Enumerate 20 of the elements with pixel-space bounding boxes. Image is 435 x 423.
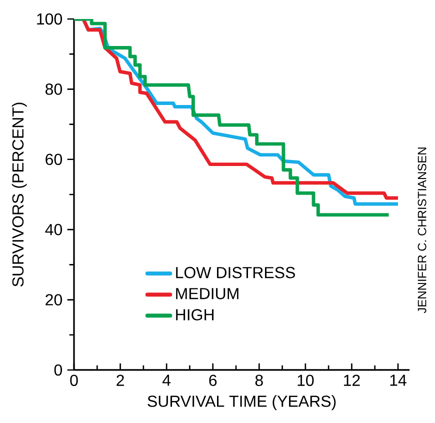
y-tick-label: 100: [37, 13, 62, 25]
x-tick-label: 0: [70, 374, 78, 386]
y-tick-label: 20: [46, 294, 62, 306]
y-tick-label: 0: [54, 364, 62, 376]
x-tick-label: 10: [298, 374, 314, 386]
x-tick-label: 14: [390, 374, 406, 386]
x-tick-label: 2: [116, 374, 124, 386]
y-axis-title: SURVIVORS (PERCENT): [12, 102, 27, 287]
y-tick-label: 60: [46, 154, 62, 166]
x-axis-title: SURVIVAL TIME (YEARS): [148, 395, 336, 410]
y-tick-label: 80: [46, 84, 62, 95]
y-tick-label: 40: [45, 224, 62, 236]
legend-label: LOW DISTRESS: [176, 266, 295, 278]
x-tick-label: 6: [209, 374, 217, 386]
x-tick-label: 12: [344, 374, 360, 386]
legend-label: HIGH: [176, 309, 214, 320]
text: JENNIFER C. CHRISTIANSEN: [418, 148, 426, 314]
x-tick-label: 8: [255, 374, 263, 386]
legend-label: MEDIUM: [176, 288, 238, 300]
x-tick-label: 4: [162, 374, 171, 386]
